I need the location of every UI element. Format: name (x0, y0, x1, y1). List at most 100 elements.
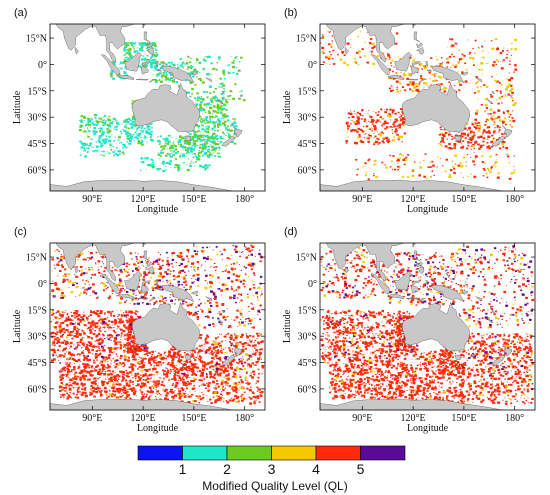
ql-pixel (202, 81, 205, 84)
land-australia (131, 82, 201, 133)
ql-pixel (252, 326, 255, 329)
ql-pixel (208, 111, 212, 115)
ql-pixel (95, 336, 97, 338)
ql-pixel (252, 306, 255, 309)
ql-pixel (55, 329, 57, 331)
ql-pixel (76, 387, 77, 388)
ql-pixel (429, 78, 431, 79)
ql-pixel (391, 111, 394, 113)
ql-pixel (160, 295, 164, 298)
ql-pixel (57, 275, 59, 277)
ql-pixel (259, 304, 262, 307)
ql-pixel (356, 116, 360, 119)
ql-pixel (201, 310, 204, 313)
ql-pixel (198, 155, 201, 158)
ql-pixel (229, 296, 232, 299)
ql-pixel (89, 252, 93, 255)
ql-pixel (399, 157, 402, 159)
ql-pixel (56, 263, 59, 266)
ql-pixel (402, 120, 405, 123)
ql-pixel (490, 93, 492, 96)
ql-pixel (143, 265, 145, 267)
ql-pixel (107, 376, 109, 378)
ql-pixel (212, 122, 215, 125)
x-axis-label: Longitude (407, 204, 449, 215)
ql-pixel (94, 292, 98, 295)
ql-pixel (250, 244, 253, 247)
ql-pixel (127, 123, 129, 125)
ql-pixel (456, 134, 458, 136)
ql-pixel (448, 81, 451, 83)
ql-pixel (392, 131, 394, 133)
ql-pixel (103, 270, 106, 273)
ql-pixel (193, 68, 197, 71)
land-taiwan (143, 24, 146, 27)
ql-pixel (469, 138, 473, 141)
ql-pixel (126, 265, 128, 267)
ql-pixel (172, 141, 175, 143)
ql-pixel (141, 139, 143, 141)
ql-pixel (461, 71, 464, 74)
ql-pixel (248, 311, 250, 312)
ql-pixel (108, 118, 110, 119)
ql-pixel (356, 120, 359, 123)
ql-pixel (165, 144, 167, 146)
ql-pixel (365, 172, 368, 174)
ql-pixel (92, 150, 95, 153)
ql-pixel (204, 286, 208, 290)
ql-pixel (202, 99, 204, 102)
ql-pixel (128, 45, 130, 47)
ql-pixel (110, 312, 112, 315)
ql-pixel (91, 267, 93, 268)
ql-pixel (72, 386, 75, 389)
ql-pixel (136, 47, 139, 49)
ql-pixel (438, 65, 441, 67)
ql-pixel (77, 322, 80, 325)
ql-pixel (491, 76, 493, 78)
ql-pixel (159, 142, 161, 144)
ql-pixel (119, 343, 122, 346)
ql-pixel (74, 371, 78, 374)
ql-pixel (214, 117, 216, 119)
ql-pixel (71, 386, 73, 387)
ql-pixel (221, 253, 223, 255)
ql-pixel (251, 262, 255, 265)
ql-pixel (166, 137, 169, 140)
ql-pixel (433, 73, 436, 75)
ql-pixel (438, 62, 440, 64)
ql-pixel (361, 129, 364, 132)
ql-pixel (232, 71, 235, 74)
land-halmahera (155, 61, 159, 67)
ql-pixel (145, 261, 149, 264)
ql-pixel (230, 254, 233, 256)
ql-pixel (86, 288, 88, 290)
ql-pixel (113, 341, 116, 343)
ql-pixel (504, 144, 506, 146)
ql-pixel (90, 337, 92, 339)
ql-pixel (193, 269, 195, 271)
ql-pixel (108, 125, 112, 128)
ql-pixel (195, 155, 198, 158)
ql-pixel (118, 379, 120, 381)
ql-pixel (391, 168, 394, 170)
ql-pixel (482, 144, 485, 146)
ql-pixel (131, 270, 134, 272)
ql-pixel (246, 296, 250, 299)
ql-pixel (222, 317, 225, 319)
land-antarctica (320, 179, 503, 191)
ql-pixel (64, 342, 66, 343)
ql-pixel (86, 343, 89, 346)
ql-pixel (195, 140, 197, 142)
ql-pixel (76, 318, 80, 321)
ql-pixel (456, 43, 458, 45)
ql-pixel (134, 124, 138, 127)
ql-pixel (385, 108, 388, 111)
ql-pixel (97, 266, 99, 268)
ql-pixel (391, 133, 394, 135)
ql-pixel (136, 303, 139, 305)
ql-pixel (132, 363, 135, 366)
ql-pixel (509, 114, 512, 116)
ql-pixel (85, 143, 88, 146)
ql-pixel (214, 95, 217, 98)
ql-pixel (94, 355, 98, 358)
